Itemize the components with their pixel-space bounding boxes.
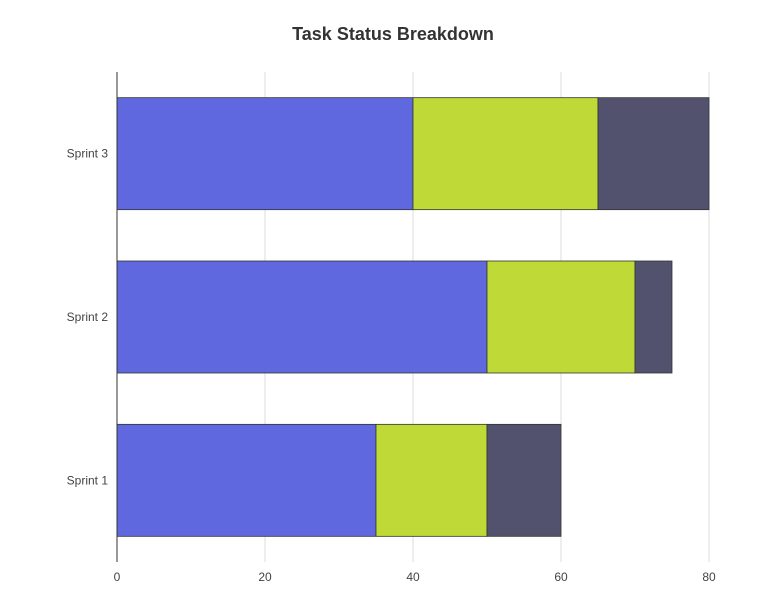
- chart-title: Task Status Breakdown: [292, 24, 494, 44]
- bar-sprint-1-seg-2: [486, 423, 562, 537]
- bar-sprint-1-seg-1: [375, 423, 488, 537]
- y-tick-label-0: Sprint 1: [67, 473, 109, 487]
- bars: [116, 97, 710, 537]
- bar-sprint-3-seg-0: [116, 97, 414, 211]
- bar-sprint-3-seg-1: [412, 97, 599, 211]
- x-tick-label-0: 0: [114, 570, 121, 584]
- bar-sprint-3-seg-2: [597, 97, 710, 211]
- bar-sprint-2-seg-2: [634, 260, 673, 374]
- y-tick-label-1: Sprint 2: [67, 310, 109, 324]
- bar-sprint-1-seg-0: [116, 423, 377, 537]
- bar-sprint-2-seg-1: [486, 260, 636, 374]
- x-tick-label-1: 20: [258, 570, 272, 584]
- tick-labels: 0 20 40 60 80 Sprint 1 Sprint 2 Sprint 3: [67, 147, 716, 584]
- y-tick-label-2: Sprint 3: [67, 147, 109, 161]
- x-tick-label-2: 40: [406, 570, 420, 584]
- bar-sprint-2-seg-0: [116, 260, 488, 374]
- x-tick-label-3: 60: [554, 570, 568, 584]
- x-tick-label-4: 80: [702, 570, 716, 584]
